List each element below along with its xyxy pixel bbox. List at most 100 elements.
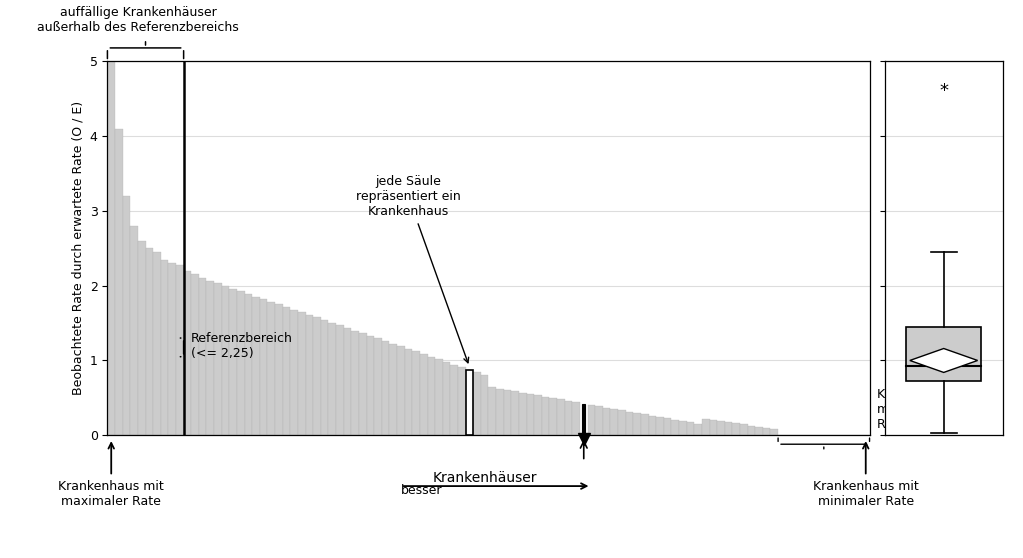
Bar xyxy=(527,394,534,435)
Bar xyxy=(748,426,755,435)
Y-axis label: Beobachtete Rate durch erwartete Rate (O / E): Beobachtete Rate durch erwartete Rate (O… xyxy=(72,101,84,396)
Bar xyxy=(405,349,412,435)
Bar xyxy=(640,414,649,435)
Bar xyxy=(435,359,443,435)
Bar xyxy=(572,402,580,435)
Bar xyxy=(565,401,572,435)
Bar xyxy=(313,318,321,435)
Bar xyxy=(906,327,981,382)
Text: Krankenhaus mit
maximaler Rate: Krankenhaus mit maximaler Rate xyxy=(58,480,164,508)
Bar xyxy=(115,129,123,435)
Bar xyxy=(519,393,527,435)
Bar xyxy=(755,427,763,435)
Bar xyxy=(603,407,611,435)
Bar xyxy=(412,352,419,435)
Bar xyxy=(443,362,450,435)
Bar xyxy=(656,417,664,435)
Text: jede Säule
repräsentiert ein
Krankenhaus: jede Säule repräsentiert ein Krankenhaus xyxy=(356,175,469,363)
Bar xyxy=(512,391,519,435)
Bar xyxy=(382,341,390,435)
Bar xyxy=(169,263,176,435)
Bar xyxy=(611,409,618,435)
Bar xyxy=(183,271,191,435)
Bar xyxy=(428,357,435,435)
Bar xyxy=(267,302,275,435)
Bar xyxy=(351,330,359,435)
Bar xyxy=(214,283,222,435)
Bar xyxy=(161,259,169,435)
Bar xyxy=(145,248,153,435)
Bar xyxy=(465,370,474,435)
Bar xyxy=(695,424,702,435)
Text: besser: besser xyxy=(401,484,442,497)
Bar xyxy=(626,412,633,435)
Bar xyxy=(587,405,595,435)
Bar xyxy=(397,347,405,435)
Text: *: * xyxy=(939,82,948,100)
Bar xyxy=(496,389,503,435)
Bar xyxy=(633,413,640,435)
Bar xyxy=(282,307,291,435)
Bar xyxy=(549,398,558,435)
Bar xyxy=(366,336,374,435)
Bar xyxy=(153,252,161,435)
Bar xyxy=(253,296,260,435)
Bar xyxy=(710,420,717,435)
Bar xyxy=(321,320,328,435)
Text: auffällige Krankenhäuser
außerhalb des Referenzbereichs: auffällige Krankenhäuser außerhalb des R… xyxy=(37,7,238,35)
Text: Krankenhaus mit
minimaler Rate: Krankenhaus mit minimaler Rate xyxy=(813,480,919,508)
Bar xyxy=(770,429,779,435)
Bar xyxy=(671,420,679,435)
Bar xyxy=(306,315,313,435)
Bar xyxy=(489,387,496,435)
Bar xyxy=(474,372,481,435)
Bar xyxy=(344,328,351,435)
Bar xyxy=(374,338,382,435)
Bar xyxy=(582,403,585,435)
Bar xyxy=(191,275,198,435)
Bar xyxy=(107,61,115,435)
Bar xyxy=(198,278,207,435)
Bar xyxy=(458,367,465,435)
Bar xyxy=(595,406,603,435)
Bar xyxy=(207,281,214,435)
Bar xyxy=(664,418,671,435)
Bar xyxy=(260,299,267,435)
Bar xyxy=(724,422,732,435)
Bar xyxy=(686,422,695,435)
Bar xyxy=(390,344,397,435)
Bar xyxy=(291,310,298,435)
Bar xyxy=(679,421,686,435)
Bar xyxy=(618,410,626,435)
Bar xyxy=(244,294,253,435)
Bar xyxy=(138,241,145,435)
Bar xyxy=(176,264,184,435)
Bar xyxy=(237,291,244,435)
Text: Krankenhäuser
mit einer
Rate von 0: Krankenhäuser mit einer Rate von 0 xyxy=(877,388,971,431)
Bar xyxy=(130,226,138,435)
Bar xyxy=(222,286,229,435)
Bar xyxy=(558,400,565,435)
Bar xyxy=(481,375,489,435)
Bar xyxy=(732,424,740,435)
Bar xyxy=(763,428,770,435)
Bar xyxy=(740,425,748,435)
Bar xyxy=(336,325,344,435)
Bar xyxy=(328,323,336,435)
Bar xyxy=(649,416,656,435)
Bar xyxy=(542,397,549,435)
Bar xyxy=(419,354,428,435)
Text: Krankenhäuser: Krankenhäuser xyxy=(433,471,537,485)
Bar xyxy=(534,396,542,435)
Bar xyxy=(359,333,366,435)
Bar xyxy=(298,312,306,435)
Bar xyxy=(717,421,724,435)
Bar xyxy=(503,390,512,435)
Bar xyxy=(450,364,458,435)
Text: Referenzbereich
(<= 2,25): Referenzbereich (<= 2,25) xyxy=(191,331,294,359)
Polygon shape xyxy=(909,349,978,372)
Bar xyxy=(229,288,237,435)
Bar xyxy=(275,305,282,435)
Bar xyxy=(123,196,130,435)
Bar xyxy=(702,419,710,435)
